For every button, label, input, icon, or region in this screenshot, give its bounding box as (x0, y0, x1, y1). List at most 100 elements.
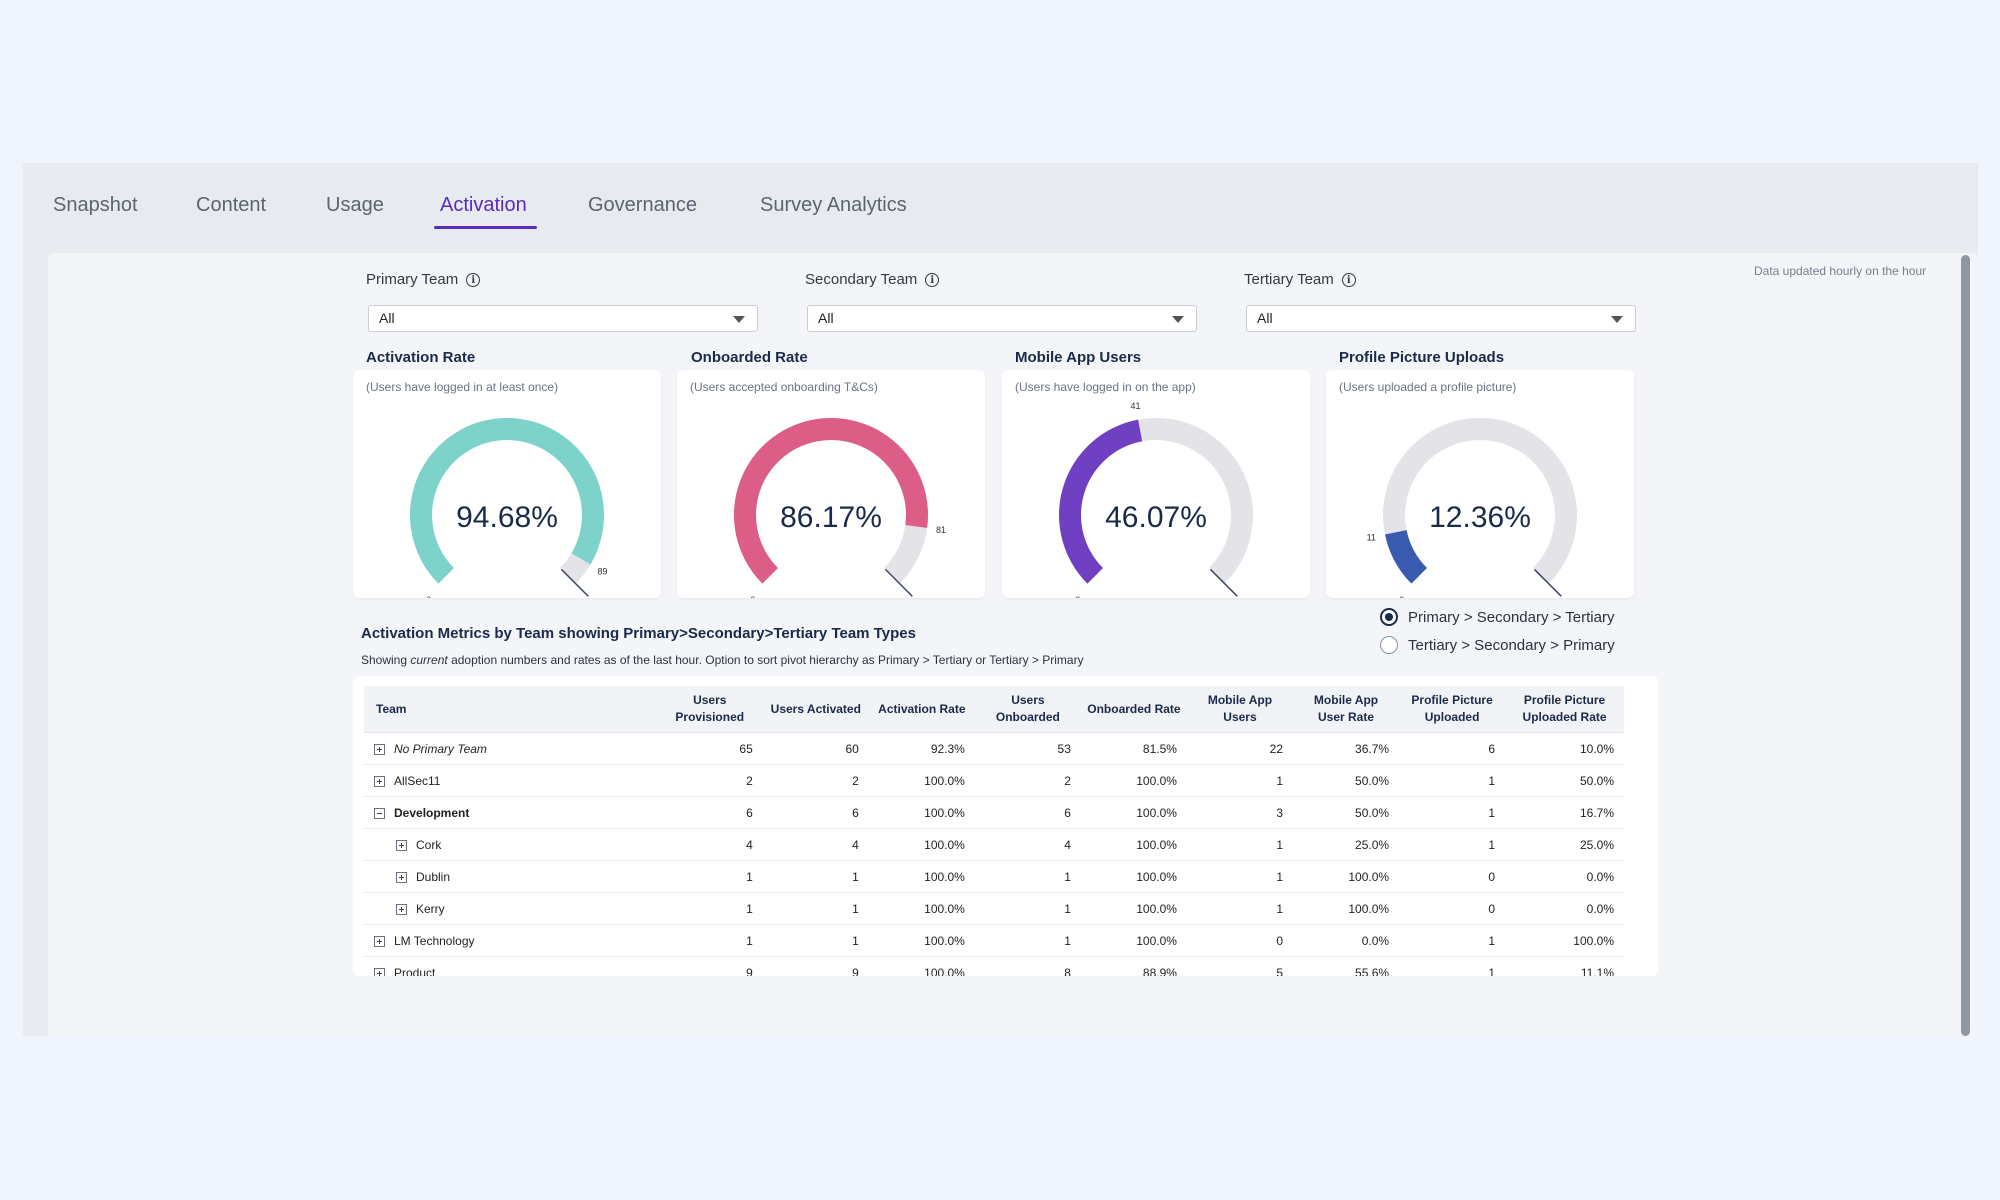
gauge-value-arc (734, 418, 928, 584)
tab-survey-analytics[interactable]: Survey Analytics (760, 194, 907, 216)
table-cell: 100.0% (868, 956, 975, 976)
profile-picture-uploads-subtitle: (Users uploaded a profile picture) (1339, 380, 1517, 394)
expand-icon[interactable] (374, 935, 385, 947)
table-cell: 50.0% (1505, 764, 1624, 797)
tab-activation[interactable]: Activation (440, 194, 527, 216)
column-header[interactable]: Users Onboarded (974, 686, 1081, 733)
table-cell: 10.0% (1505, 732, 1624, 765)
table-cell: 100.0% (1080, 860, 1187, 893)
table-cell: 1 (762, 892, 869, 925)
table-row[interactable]: Cork 4 4 100.0% 4 100.0% 1 25.0% 1 25.0% (364, 828, 1624, 861)
table-row[interactable]: Kerry 1 1 100.0% 1 100.0% 1 100.0% 0 0.0% (364, 892, 1624, 925)
info-icon[interactable]: i (925, 272, 940, 287)
column-header-team[interactable]: Team (364, 686, 657, 733)
table-row[interactable]: Dublin 1 1 100.0% 1 100.0% 1 100.0% 0 0.0% (364, 860, 1624, 893)
expand-icon[interactable] (374, 743, 385, 755)
team-name: AllSec11 (394, 773, 441, 788)
gauge-min-label: 0 (1399, 595, 1404, 598)
active-tab-indicator (434, 226, 537, 229)
column-header[interactable]: Profile Picture Uploaded Rate (1505, 686, 1624, 733)
gauge-marker-label: 89 (597, 567, 607, 577)
table-cell: 100.0% (868, 764, 975, 797)
primary-team-label-text: Primary Team (366, 271, 459, 288)
table-row[interactable]: AllSec11 2 2 100.0% 2 100.0% 1 50.0% 1 50.0% (364, 764, 1624, 797)
secondary-team-select[interactable]: All (807, 305, 1197, 332)
radio-button[interactable] (1380, 636, 1398, 654)
table-body: No Primary Team 65 60 92.3% 53 81.5% 22 36.7% 6 1… (364, 732, 1624, 977)
sort-option-tertiary-first[interactable]: Tertiary > Secondary > Primary (1380, 636, 1615, 654)
tab-content[interactable]: Content (196, 194, 267, 216)
gauge-max-label: 94 (590, 597, 600, 598)
table-cell: 36.7% (1293, 732, 1400, 765)
column-header[interactable]: Profile Picture Uploaded (1399, 686, 1506, 733)
expand-icon[interactable] (396, 839, 407, 851)
gauge-value-arc (1059, 419, 1143, 584)
onboarded-rate-subtitle: (Users accepted onboarding T&Cs) (690, 380, 878, 394)
dashboard-frame: Snapshot Content Usage Activation Govern… (23, 163, 1978, 1036)
table-cell: 2 (762, 764, 869, 797)
activation-metrics-table: Team Users Provisioned Users Activated A… (364, 686, 1624, 976)
primary-team-select[interactable]: All (368, 305, 758, 332)
expand-icon[interactable] (396, 903, 407, 915)
table-cell: 16.7% (1505, 796, 1624, 829)
gauge-marker-label: 81 (936, 525, 946, 535)
table-row[interactable]: Product 9 9 100.0% 8 88.9% 5 55.6% 1 11.1% (364, 956, 1624, 977)
table-cell: 6 (1399, 732, 1506, 765)
table-cell: 8 (974, 956, 1081, 976)
team-cell: LM Technology (364, 924, 657, 957)
gauge-marker-label: 11 (1367, 532, 1376, 542)
expand-icon[interactable] (374, 967, 385, 976)
sort-option-primary-first[interactable]: Primary > Secondary > Tertiary (1380, 608, 1614, 626)
table-cell: 11.1% (1505, 956, 1624, 976)
mobile-app-users-title: Mobile App Users (1015, 349, 1142, 366)
table-cell: 100.0% (1505, 924, 1624, 957)
vertical-scrollbar[interactable] (1961, 255, 1970, 1036)
table-row[interactable]: LM Technology 1 1 100.0% 1 100.0% 0 0.0% 1 100.0% (364, 924, 1624, 957)
table-cell: 1 (656, 892, 763, 925)
table-cell: 6 (656, 796, 763, 829)
table-section-title: Activation Metrics by Team showing Prima… (361, 625, 916, 642)
table-cell: 3 (1186, 796, 1293, 829)
primary-team-value: All (379, 310, 395, 326)
expand-icon[interactable] (396, 871, 407, 883)
table-cell: 1 (762, 860, 869, 893)
chevron-down-icon (733, 316, 745, 323)
table-row[interactable]: No Primary Team 65 60 92.3% 53 81.5% 22 36.7% 6 1… (364, 732, 1624, 765)
table-row[interactable]: Development 6 6 100.0% 6 100.0% 3 50.0% 1 16.7% (364, 796, 1624, 829)
activation-rate-title: Activation Rate (366, 349, 476, 366)
team-name: Kerry (416, 901, 445, 916)
gauge-max-tick (1533, 568, 1562, 597)
column-header[interactable]: Users Provisioned (656, 686, 763, 733)
column-header[interactable]: Mobile App User Rate (1293, 686, 1400, 733)
column-header[interactable]: Users Activated (762, 686, 869, 733)
table-cell: 25.0% (1293, 828, 1400, 861)
expand-icon[interactable] (374, 775, 385, 787)
gauge-max-tick (884, 568, 913, 597)
info-icon[interactable]: i (466, 272, 481, 287)
table-cell: 100.0% (1080, 764, 1187, 797)
activation-rate-subtitle: (Users have logged in at least once) (366, 380, 559, 394)
table-cell: 100.0% (868, 796, 975, 829)
gauge-min-label: 0 (1075, 595, 1080, 598)
tab-usage[interactable]: Usage (326, 194, 384, 216)
table-cell: 60 (762, 732, 869, 765)
collapse-icon[interactable] (374, 807, 385, 819)
column-header[interactable]: Mobile App Users (1186, 686, 1293, 733)
radio-button-checked[interactable] (1380, 608, 1398, 626)
tab-governance[interactable]: Governance (588, 194, 697, 216)
table-cell: 0 (1186, 924, 1293, 957)
table-cell: 1 (656, 924, 763, 957)
tertiary-team-select[interactable]: All (1246, 305, 1636, 332)
info-icon[interactable]: i (1341, 272, 1356, 287)
mobile-app-users-gauge: 0 89 41 46.07% (1059, 401, 1253, 598)
team-name: Product (394, 965, 436, 977)
team-cell: AllSec11 (364, 764, 657, 797)
table-cell: 65 (656, 732, 763, 765)
column-header[interactable]: Onboarded Rate (1080, 686, 1187, 733)
tab-snapshot[interactable]: Snapshot (53, 194, 138, 216)
column-header[interactable]: Activation Rate (868, 686, 975, 733)
gauge-value: 94.68% (456, 501, 558, 534)
profile-picture-uploads-gauge: 0 89 11 12.36% (1367, 418, 1577, 598)
table-cell: 1 (1399, 924, 1506, 957)
gauge-value: 46.07% (1105, 501, 1207, 534)
